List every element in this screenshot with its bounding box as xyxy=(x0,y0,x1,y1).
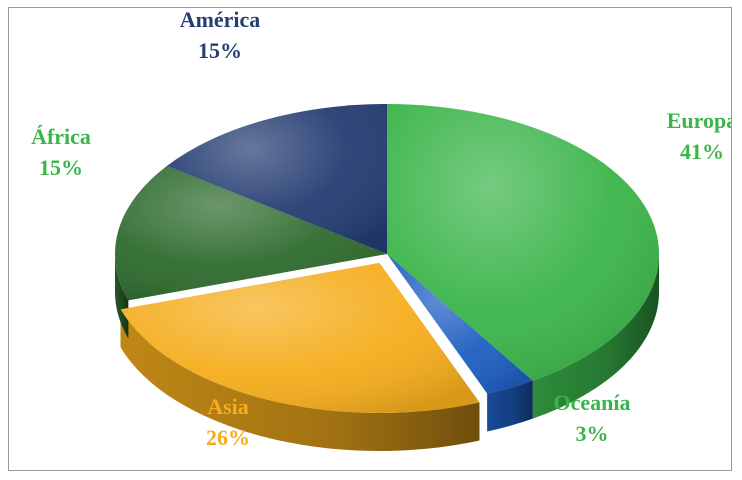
pie-slice-gloss xyxy=(387,104,660,381)
data-label-name: América xyxy=(180,8,261,32)
data-label-value: 41% xyxy=(680,139,724,164)
data-label-value: 26% xyxy=(206,425,250,450)
pie-chart: Europa 41% Oceanía 3% Asia 26% África 15% Améric… xyxy=(31,8,731,451)
pie-side-shade xyxy=(120,309,480,451)
chart-frame: Europa 41% Oceanía 3% Asia 26% África 15% Améric… xyxy=(8,7,732,471)
pie-slice-gloss xyxy=(387,254,533,394)
pie-slice-gloss xyxy=(115,165,388,301)
pie-side-shade xyxy=(487,380,533,432)
data-label-value: 3% xyxy=(576,421,609,446)
data-label-value: 15% xyxy=(198,38,242,63)
data-label-name: Asia xyxy=(207,394,249,419)
data-label-name: África xyxy=(31,124,91,149)
pie-side-shade xyxy=(115,254,129,339)
data-label-name: Oceanía xyxy=(554,390,631,415)
pie-slice-gloss xyxy=(120,262,480,413)
pie-top-layer xyxy=(115,104,660,413)
data-label-value: 15% xyxy=(39,155,83,180)
pie-slice-gloss xyxy=(166,104,387,254)
pie-side-shade xyxy=(532,254,659,419)
data-label-name: Europa xyxy=(667,108,731,133)
pie-label-layer: Europa 41% Oceanía 3% Asia 26% África 15% Améric… xyxy=(31,8,731,450)
